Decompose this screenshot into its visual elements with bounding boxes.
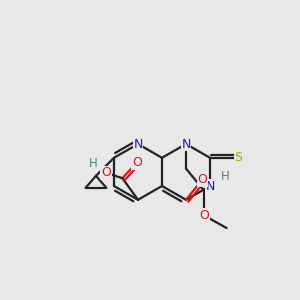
Text: N: N	[133, 137, 143, 151]
Text: S: S	[235, 151, 242, 164]
Text: H: H	[221, 170, 230, 184]
Text: O: O	[199, 209, 209, 222]
Text: H: H	[89, 157, 98, 170]
Text: N: N	[181, 137, 191, 151]
Text: O: O	[198, 173, 207, 186]
Text: N: N	[205, 179, 215, 193]
Text: O: O	[132, 156, 142, 169]
Text: O: O	[101, 166, 111, 179]
